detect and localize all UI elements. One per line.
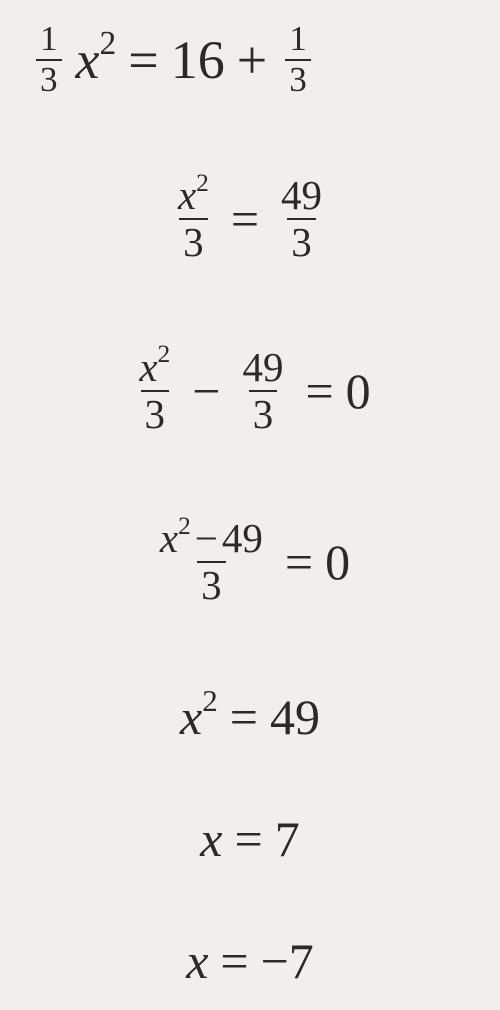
value-0: 0 xyxy=(346,362,371,420)
numerator: x2−49 xyxy=(156,516,267,561)
equals-sign: = xyxy=(230,688,258,746)
numerator: 49 xyxy=(277,173,326,218)
equals-sign: = xyxy=(285,533,313,591)
equation-4: x2−49 3 = 0 xyxy=(30,516,470,608)
fraction-1-3-b: 1 3 xyxy=(285,20,311,99)
variable-x: x xyxy=(139,344,157,390)
denominator: 3 xyxy=(197,561,226,608)
fraction-49-3: 49 3 xyxy=(238,345,287,437)
denominator: 3 xyxy=(249,390,278,437)
fraction-x2minus49-3: x2−49 3 xyxy=(156,516,267,608)
denominator: 3 xyxy=(285,59,311,100)
equation-5: x2 = 49 xyxy=(30,688,470,746)
variable-x: x xyxy=(180,689,202,745)
equals-sign: = xyxy=(305,362,333,420)
equals-sign: = xyxy=(231,190,259,248)
minus-sign: − xyxy=(261,932,289,990)
variable-x: x xyxy=(160,515,178,561)
numerator: 49 xyxy=(238,345,287,390)
fraction-x2-3: x2 3 xyxy=(174,173,213,265)
variable-x: x xyxy=(200,810,222,868)
equation-3: x2 3 − 49 3 = 0 xyxy=(30,345,470,437)
term-x-squared: x2 xyxy=(180,688,218,746)
exponent: 2 xyxy=(100,25,117,62)
variable-x: x xyxy=(76,30,100,90)
numerator: 1 xyxy=(285,20,311,59)
denominator: 3 xyxy=(141,390,170,437)
exponent: 2 xyxy=(158,340,171,368)
value-7: 7 xyxy=(289,932,314,990)
denominator: 3 xyxy=(179,218,208,265)
term-x-squared: x2 xyxy=(76,29,117,91)
value-0: 0 xyxy=(325,533,350,591)
equation-1: 1 3 x2 = 16 + 1 3 xyxy=(30,20,470,99)
fraction-49-3: 49 3 xyxy=(277,173,326,265)
variable-x: x xyxy=(186,932,208,990)
fraction-1-3: 1 3 xyxy=(36,20,62,99)
equation-7: x = −7 xyxy=(30,932,470,990)
equals-sign: = xyxy=(128,29,158,91)
value-49: 49 xyxy=(222,515,263,561)
exponent: 2 xyxy=(196,169,209,197)
equals-sign: = xyxy=(220,932,248,990)
denominator: 3 xyxy=(287,218,316,265)
equation-2: x2 3 = 49 3 xyxy=(30,173,470,265)
exponent: 2 xyxy=(178,512,191,540)
exponent: 2 xyxy=(202,683,218,718)
numerator: 1 xyxy=(36,20,62,59)
equation-6: x = 7 xyxy=(30,810,470,868)
value-49: 49 xyxy=(270,688,320,746)
minus-sign: − xyxy=(195,515,218,561)
equals-sign: = xyxy=(235,810,263,868)
minus-sign: − xyxy=(192,362,220,420)
numerator: x2 xyxy=(135,345,174,390)
value-16: 16 xyxy=(171,29,225,91)
numerator: x2 xyxy=(174,173,213,218)
plus-sign: + xyxy=(237,29,267,91)
fraction-x2-3: x2 3 xyxy=(135,345,174,437)
value-7: 7 xyxy=(275,810,300,868)
variable-x: x xyxy=(178,172,196,218)
denominator: 3 xyxy=(36,59,62,100)
